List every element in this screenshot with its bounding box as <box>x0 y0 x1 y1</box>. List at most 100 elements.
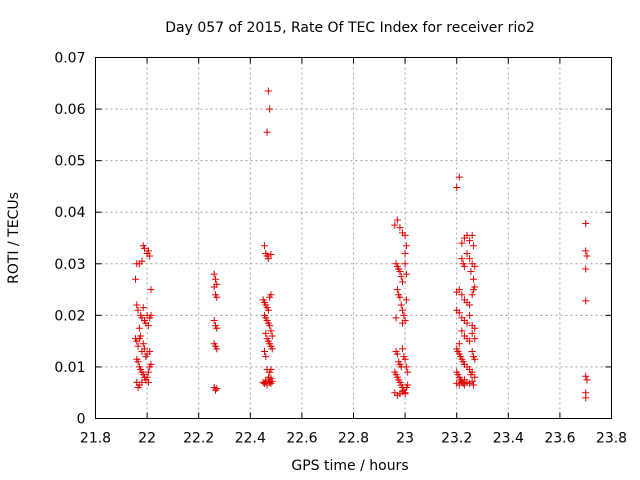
data-point <box>264 87 272 95</box>
data-point <box>460 376 468 384</box>
data-point <box>399 345 407 353</box>
data-point <box>268 332 276 340</box>
data-point <box>213 293 221 301</box>
data-point <box>402 363 410 371</box>
x-tick-label: 22.8 <box>338 431 369 447</box>
data-point <box>399 278 407 286</box>
data-point <box>582 372 590 380</box>
data-point <box>134 342 142 350</box>
data-point <box>402 242 410 250</box>
data-point <box>262 353 270 361</box>
data-point <box>468 347 476 355</box>
data-point <box>468 291 476 299</box>
data-point <box>393 286 401 294</box>
data-point <box>147 360 155 368</box>
data-point <box>471 373 479 381</box>
data-point <box>264 306 272 314</box>
y-tick-label: 0.04 <box>54 205 85 221</box>
data-point <box>401 390 409 398</box>
data-point <box>144 378 152 386</box>
data-point <box>211 386 219 394</box>
data-point <box>471 283 479 291</box>
x-tick-label: 22.6 <box>286 431 317 447</box>
data-point <box>396 293 404 301</box>
x-tick-label: 21.8 <box>80 431 111 447</box>
data-point <box>267 251 275 259</box>
x-tick-label: 23.8 <box>596 431 627 447</box>
data-point <box>147 286 155 294</box>
data-point <box>144 368 152 376</box>
data-point <box>144 247 152 255</box>
data-point <box>455 173 463 181</box>
x-tick-label: 22 <box>138 431 156 447</box>
data-point <box>262 329 270 337</box>
data-point <box>458 255 466 263</box>
x-tick-label: 23.4 <box>493 431 524 447</box>
data-point <box>213 385 221 393</box>
data-point <box>397 273 405 281</box>
data-point <box>401 231 409 239</box>
plot-frame <box>95 57 612 419</box>
data-point <box>469 381 477 389</box>
data-point <box>582 265 590 273</box>
data-point <box>402 270 410 278</box>
data-point <box>267 291 275 299</box>
data-point <box>583 252 591 260</box>
data-point <box>396 268 404 276</box>
data-point <box>458 327 466 335</box>
data-point <box>210 317 218 325</box>
data-point <box>266 105 274 113</box>
data-points <box>131 87 591 402</box>
data-point <box>131 275 139 283</box>
x-axis-label: GPS time / hours <box>291 458 408 474</box>
data-point <box>582 247 590 255</box>
data-point <box>466 311 474 319</box>
data-point <box>582 220 590 228</box>
y-axis-label: ROTI / TECUs <box>6 192 22 284</box>
y-tick-label: 0.01 <box>54 360 85 376</box>
x-tick-label: 22.4 <box>235 431 266 447</box>
data-point <box>141 345 149 353</box>
data-point <box>210 283 218 291</box>
data-point <box>455 340 463 348</box>
data-point <box>458 239 466 247</box>
data-point <box>260 242 268 250</box>
data-point <box>138 378 146 386</box>
data-point <box>143 373 151 381</box>
y-tick-label: 0.05 <box>54 154 85 170</box>
data-point <box>135 324 143 332</box>
data-point <box>463 319 471 327</box>
y-tick-label: 0.06 <box>54 102 85 118</box>
data-point <box>139 340 147 348</box>
data-point <box>401 249 409 257</box>
y-tick-label: 0.03 <box>54 257 85 273</box>
data-point <box>402 296 410 304</box>
x-tick-label: 22.2 <box>183 431 214 447</box>
data-point <box>135 335 143 343</box>
data-point <box>267 366 275 374</box>
data-point <box>466 337 474 345</box>
data-point <box>213 324 221 332</box>
data-point <box>468 377 476 385</box>
data-point <box>467 268 475 276</box>
data-point <box>392 314 400 322</box>
data-point <box>466 255 474 263</box>
data-point <box>399 306 407 314</box>
data-point <box>146 347 154 355</box>
data-point <box>463 249 471 257</box>
data-point <box>404 368 412 376</box>
data-point <box>134 358 142 366</box>
data-point <box>471 355 479 363</box>
data-point <box>267 374 275 382</box>
data-point <box>138 257 146 265</box>
data-point <box>401 355 409 363</box>
data-point <box>213 345 221 353</box>
data-point <box>147 311 155 319</box>
data-point <box>393 216 401 224</box>
y-tick-label: 0 <box>77 412 86 428</box>
data-point <box>267 327 275 335</box>
y-tick-label: 0.02 <box>54 308 85 324</box>
data-point <box>400 311 408 319</box>
x-tick-label: 23 <box>396 431 414 447</box>
data-point <box>263 128 271 136</box>
